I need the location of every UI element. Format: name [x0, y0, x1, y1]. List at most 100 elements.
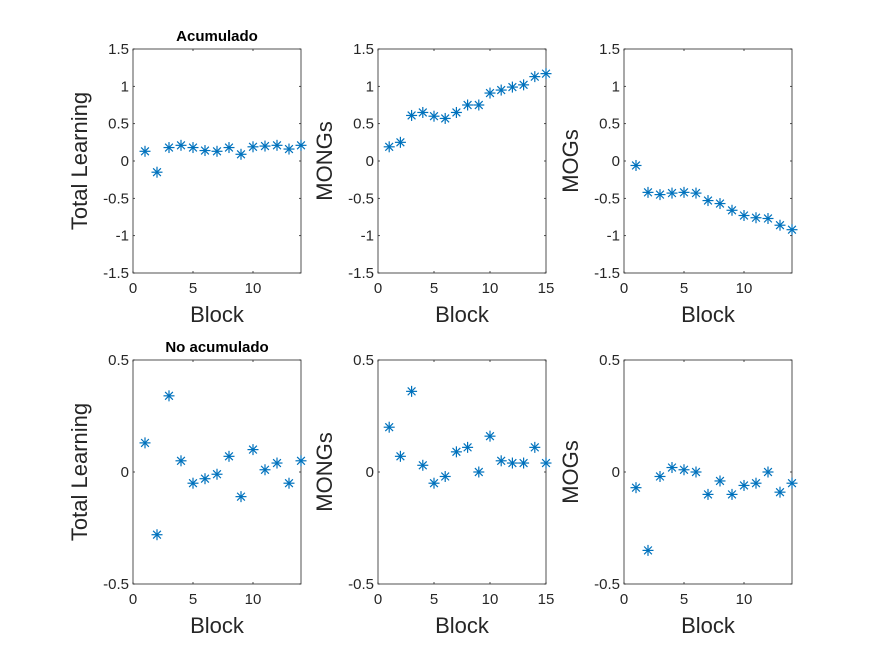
data-point: [714, 198, 726, 210]
y-tick-label: 0.5: [353, 352, 374, 369]
x-tick-label: 5: [189, 591, 197, 608]
data-point: [450, 446, 462, 458]
x-axis-label: Block: [681, 613, 736, 638]
data-point: [211, 468, 223, 480]
data-point: [187, 142, 199, 154]
data-point: [417, 106, 429, 118]
x-tick-label: 0: [374, 280, 382, 297]
data-point: [678, 186, 690, 198]
data-point: [714, 475, 726, 487]
data-point: [450, 106, 462, 118]
y-tick-label: -0.5: [348, 576, 374, 593]
y-tick-label: -0.5: [103, 190, 129, 207]
data-point: [786, 224, 798, 236]
data-point: [259, 464, 271, 476]
data-point: [506, 457, 518, 469]
data-point: [518, 79, 530, 91]
x-tick-label: 0: [129, 591, 137, 608]
data-point: [786, 477, 798, 489]
y-tick-label: 1.5: [599, 41, 620, 58]
data-point: [462, 441, 474, 453]
x-tick-label: 5: [430, 591, 438, 608]
x-tick-label: 0: [129, 280, 137, 297]
y-axis-label: MOGs: [558, 129, 583, 193]
data-point: [259, 140, 271, 152]
x-axis-label: Block: [435, 302, 490, 327]
data-point: [495, 455, 507, 467]
data-point: [223, 142, 235, 154]
x-tick-label: 10: [736, 591, 753, 608]
data-point: [428, 477, 440, 489]
data-point: [223, 450, 235, 462]
y-tick-label: -0.5: [594, 576, 620, 593]
data-point: [406, 109, 418, 121]
data-point: [702, 488, 714, 500]
data-point: [495, 84, 507, 96]
y-tick-label: 0.5: [108, 116, 129, 133]
data-point: [484, 87, 496, 99]
y-tick-label: -1.5: [348, 265, 374, 282]
subplot-0-0: 0 5 10 -1.5 -1 -0.5 0 0.5 1 1.5 Block Total Learnin…: [67, 28, 307, 327]
data-point: [271, 139, 283, 151]
data-point: [540, 457, 552, 469]
data-point: [151, 166, 163, 178]
data-point: [678, 464, 690, 476]
y-axis-label: MONGs: [312, 121, 337, 200]
data-point: [529, 441, 541, 453]
data-point: [726, 488, 738, 500]
y-tick-label: 0: [612, 464, 620, 481]
data-point: [738, 479, 750, 491]
y-tick-label: -1: [607, 228, 620, 245]
data-point: [394, 450, 406, 462]
data-point: [417, 459, 429, 471]
data-point: [175, 139, 187, 151]
subplot-title: Acumulado: [176, 28, 258, 45]
y-axis-label: Total Learning: [67, 403, 92, 541]
y-tick-label: 1.5: [108, 41, 129, 58]
x-axis-label: Block: [190, 302, 245, 327]
data-point: [211, 145, 223, 157]
data-point: [540, 68, 552, 80]
data-point: [199, 145, 211, 157]
y-tick-label: -1.5: [594, 265, 620, 282]
data-point: [473, 466, 485, 478]
data-point: [151, 529, 163, 541]
data-point: [439, 112, 451, 124]
data-point: [750, 212, 762, 224]
data-point: [247, 444, 259, 456]
data-point: [630, 482, 642, 494]
data-point: [726, 204, 738, 216]
x-tick-label: 0: [374, 591, 382, 608]
data-point: [175, 455, 187, 467]
data-point: [295, 455, 307, 467]
data-point: [235, 148, 247, 160]
y-tick-label: -1: [361, 228, 374, 245]
x-tick-label: 10: [482, 280, 499, 297]
data-point: [199, 473, 211, 485]
subplot-0-1: 0 5 10 15 -1.5 -1 -0.5 0 0.5 1 1.5 Block MONGs: [312, 41, 554, 327]
data-point: [428, 110, 440, 122]
data-point: [654, 470, 666, 482]
x-tick-label: 10: [482, 591, 499, 608]
data-point: [394, 136, 406, 148]
y-tick-label: -0.5: [594, 190, 620, 207]
data-point: [654, 189, 666, 201]
data-point: [702, 195, 714, 207]
data-point: [383, 141, 395, 153]
y-tick-label: 0: [612, 153, 620, 170]
data-point: [271, 457, 283, 469]
y-tick-label: 0: [366, 464, 374, 481]
x-axis-label: Block: [435, 613, 490, 638]
x-tick-label: 10: [245, 591, 262, 608]
x-tick-label: 10: [245, 280, 262, 297]
data-point: [283, 143, 295, 155]
data-point: [642, 186, 654, 198]
data-point: [666, 462, 678, 474]
y-tick-label: -1.5: [103, 265, 129, 282]
y-tick-label: 0.5: [599, 352, 620, 369]
data-point: [235, 491, 247, 503]
subplot-title: No acumulado: [165, 339, 268, 356]
